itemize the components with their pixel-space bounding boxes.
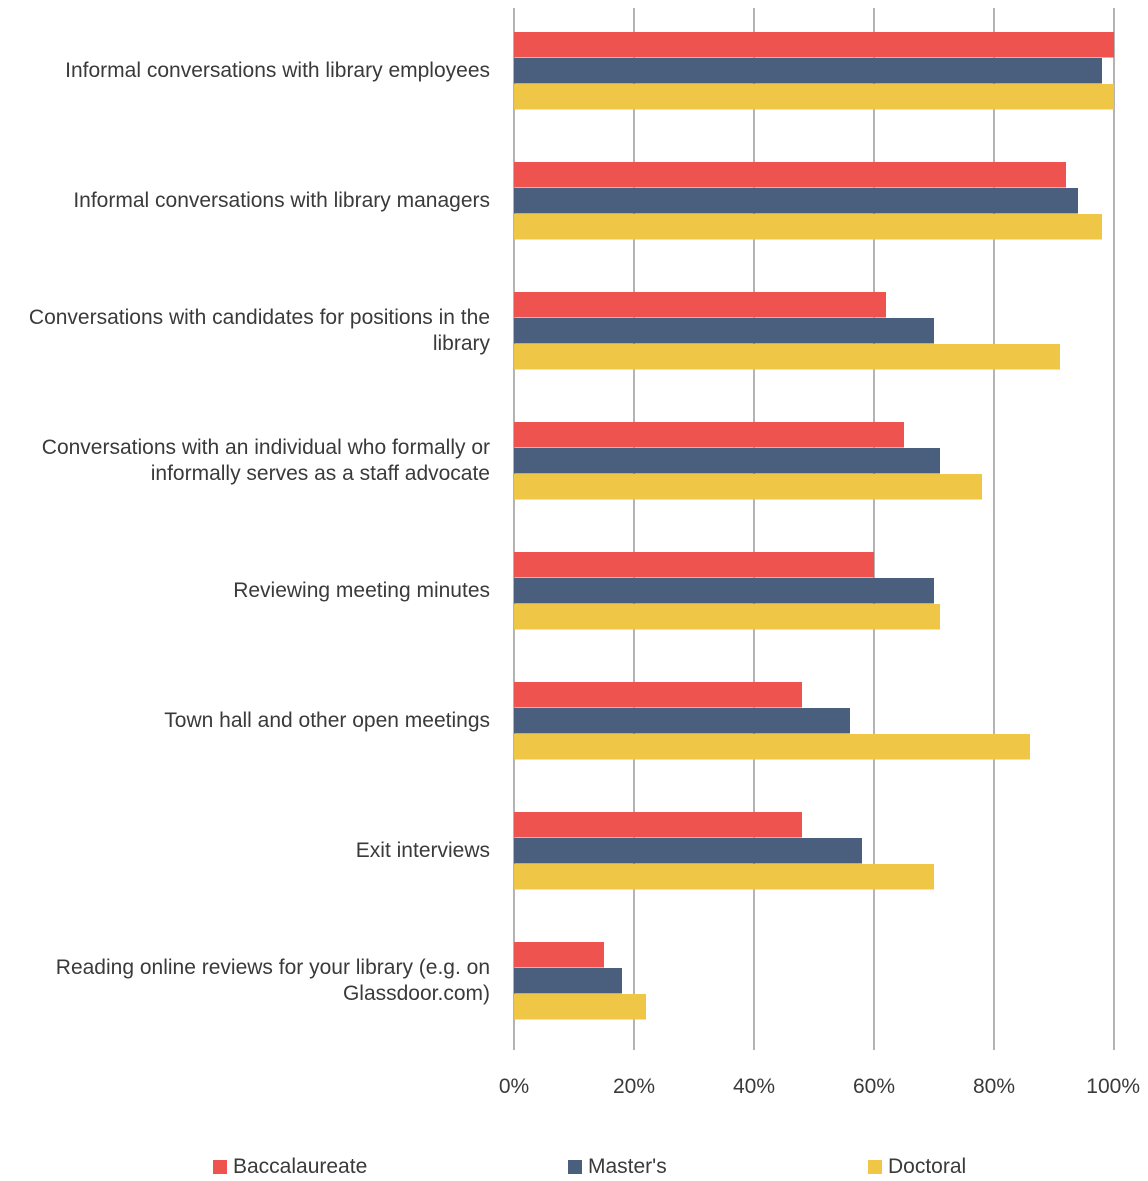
x-tick-label: 20% (613, 1075, 655, 1098)
bar-master-s (514, 318, 934, 344)
bar-doctoral (514, 474, 982, 500)
category-label-line: informally serves as a staff advocate (150, 462, 490, 486)
legend-label: Doctoral (888, 1155, 967, 1178)
category-label-line: Reviewing meeting minutes (233, 579, 490, 603)
bar-baccalaureate (514, 812, 802, 838)
x-tick-label: 60% (853, 1075, 895, 1098)
bar-baccalaureate (514, 162, 1066, 188)
legend-swatch (213, 1160, 227, 1174)
category-label-line: Conversations with candidates for positi… (28, 306, 490, 330)
category-label: Informal conversations with library mana… (0, 188, 490, 214)
category-label: Town hall and other open meetings (0, 708, 490, 734)
category-label: Conversations with candidates for positi… (0, 305, 490, 357)
bars (514, 32, 1114, 1020)
bar-master-s (514, 968, 622, 994)
legend: Baccalaureate Master's Doctoral (0, 1155, 1148, 1181)
x-tick-label: 40% (733, 1075, 775, 1098)
category-label-line: Informal conversations with library mana… (73, 189, 490, 213)
legend-item: Baccalaureate (213, 1155, 367, 1179)
bar-doctoral (514, 84, 1114, 110)
bar-doctoral (514, 214, 1102, 240)
bar-master-s (514, 188, 1078, 214)
bar-baccalaureate (514, 942, 604, 968)
category-label-line: Reading online reviews for your library … (55, 956, 490, 980)
category-label-line: Town hall and other open meetings (164, 709, 490, 733)
bar-baccalaureate (514, 422, 904, 448)
bar-master-s (514, 448, 940, 474)
bar-master-s (514, 58, 1102, 84)
category-label-line: Glassdoor.com) (342, 982, 490, 1006)
legend-item: Master's (568, 1155, 667, 1179)
x-tick-label: 0% (499, 1075, 529, 1098)
legend-item: Doctoral (868, 1155, 966, 1179)
bar-baccalaureate (514, 552, 874, 578)
category-label-line: Informal conversations with library empl… (65, 59, 490, 83)
category-label: Exit interviews (0, 838, 490, 864)
bar-master-s (514, 708, 850, 734)
bar-baccalaureate (514, 292, 886, 318)
bar-doctoral (514, 604, 940, 630)
category-label-line: Conversations with an individual who for… (41, 436, 490, 460)
x-tick-label: 100% (1086, 1075, 1140, 1098)
legend-label: Baccalaureate (233, 1155, 368, 1178)
bar-chart: 0% 20% 40% 60% 80% 100% (499, 8, 1140, 1098)
bar-master-s (514, 838, 862, 864)
category-label: Reading online reviews for your library … (0, 955, 490, 1007)
bar-doctoral (514, 864, 934, 890)
bar-baccalaureate (514, 32, 1114, 58)
bar-doctoral (514, 994, 646, 1020)
category-label-line: library (432, 332, 490, 356)
bar-doctoral (514, 734, 1030, 760)
category-label: Conversations with an individual who for… (0, 435, 490, 487)
bar-baccalaureate (514, 682, 802, 708)
bar-doctoral (514, 344, 1060, 370)
legend-swatch (568, 1160, 582, 1174)
legend-label: Master's (588, 1155, 667, 1178)
bar-master-s (514, 578, 934, 604)
category-label: Informal conversations with library empl… (0, 58, 490, 84)
category-label-line: Exit interviews (355, 839, 490, 863)
x-axis-ticks: 0% 20% 40% 60% 80% 100% (499, 1075, 1140, 1098)
x-tick-label: 80% (973, 1075, 1015, 1098)
category-label: Reviewing meeting minutes (0, 578, 490, 604)
legend-swatch (868, 1160, 882, 1174)
